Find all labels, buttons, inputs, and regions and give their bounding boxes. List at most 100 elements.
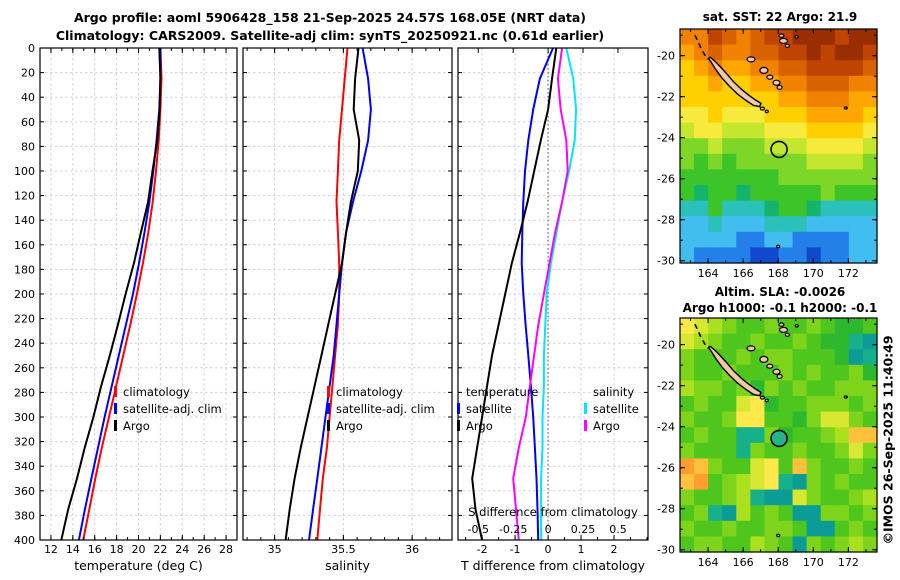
islet (778, 322, 785, 327)
islet (784, 332, 791, 337)
tick-label: 170 (803, 267, 824, 280)
legend-item-climatology: climatology (114, 383, 240, 400)
legend-label: satellite (466, 401, 512, 416)
tick-label: 28 (219, 543, 233, 556)
tick-label: 320 (14, 436, 35, 449)
legend-item-climatology: climatology (327, 383, 453, 400)
tick-label: 0.5 (609, 523, 627, 536)
tick-label: 40 (21, 91, 35, 104)
islet (776, 84, 783, 91)
legend-header-label: temperature (466, 384, 539, 399)
page-title-line2: Climatology: CARS2009. Satellite-adj cli… (55, 28, 605, 43)
tick-label: 16 (88, 543, 102, 556)
islet (794, 323, 799, 328)
tick-label: 2 (611, 543, 618, 556)
tick-label: 0 (545, 523, 552, 536)
islet (764, 398, 769, 403)
salinity-plot-legend: climatology satellite-adj. clim Argo (327, 383, 453, 434)
legend-item-satellite-t: satellite (457, 400, 583, 417)
argo-s-line-marker-icon (584, 420, 587, 431)
tick-label: -28 (657, 503, 675, 516)
difference-legend-salinity-column: salinity satellite Argo (584, 383, 648, 434)
islet (746, 345, 756, 352)
tick-label: 168 (768, 267, 789, 280)
legend-label: climatology (336, 384, 403, 399)
legend-label: Argo (123, 418, 150, 433)
new-caledonia-landmass (707, 345, 762, 397)
islet (843, 395, 848, 399)
argo-float-position-marker (770, 429, 788, 448)
sla-map-title-line2: Argo h1000: -0.1 h2000: -0.1 (682, 301, 878, 315)
legend-label: satellite-adj. clim (123, 401, 222, 416)
tick-label: -28 (657, 214, 675, 227)
legend-item-satellite-s: satellite (584, 400, 648, 417)
tick-label: 0 (28, 42, 35, 55)
tick-label: -0.25 (499, 523, 527, 536)
sla-map: 164 166 168 170 172 -20 -22 -24 -26 -28 -30 (657, 317, 878, 569)
tick-label: 172 (838, 267, 859, 280)
tick-label: 170 (803, 556, 824, 569)
islet (778, 33, 785, 38)
sst-map-grid (680, 29, 878, 264)
tick-label: 22 (153, 543, 167, 556)
tick-label: 0.25 (571, 523, 596, 536)
tick-label: 380 (14, 509, 35, 522)
tick-label: 300 (14, 411, 35, 424)
tick-label: -1 (510, 543, 521, 556)
tick-label: -30 (657, 544, 675, 557)
islet (766, 363, 774, 369)
argo-line-marker-icon (327, 420, 330, 431)
tick-label: 240 (14, 337, 35, 350)
temperature-axis-label: temperature (deg C) (74, 558, 203, 573)
islet (778, 37, 789, 45)
salinity-axis-label: salinity (325, 558, 370, 573)
s-difference-axis-label: S difference from climatology (468, 505, 638, 519)
curve-climatology (82, 47, 163, 541)
legend-item-argo-s: Argo (584, 417, 648, 434)
legend-label: Argo (593, 418, 620, 433)
tick-label: 400 (14, 534, 35, 547)
tick-label: 180 (14, 263, 35, 276)
coastline (694, 323, 709, 349)
islet (759, 395, 766, 400)
tick-label: 200 (14, 288, 35, 301)
tick-label: 140 (14, 214, 35, 227)
tick-label: -2 (477, 543, 488, 556)
coastline (694, 34, 709, 60)
salinity-profile-plot: 35 35.5 36 (242, 47, 453, 556)
imos-watermark: ©IMOS 26-Sep-2025 11:40:49 (880, 335, 896, 545)
islet (776, 533, 781, 538)
legend-item-satellite-clim: satellite-adj. clim (327, 400, 453, 417)
tick-label: 172 (838, 556, 859, 569)
tick-label: 160 (14, 239, 35, 252)
sst-map: 164 166 168 170 172 -20 -22 -24 -26 -28 -30 (657, 28, 878, 280)
tick-label: 20 (21, 67, 35, 80)
sst-map-title: sat. SST: 22 Argo: 21.9 (702, 10, 858, 24)
tick-label: -22 (657, 380, 675, 393)
curve-satellite-t-difference (520, 47, 554, 541)
satellite-t-line-marker-icon (457, 403, 460, 414)
islet (764, 109, 769, 114)
tick-label: 18 (110, 543, 124, 556)
islet (766, 74, 774, 80)
tick-label: 1 (578, 543, 585, 556)
tick-label: 14 (66, 543, 80, 556)
tick-label: 80 (21, 140, 35, 153)
temperature-plot-legend: climatology satellite-adj. clim Argo (114, 383, 240, 434)
t-difference-axis-label: T difference from climatology (460, 558, 646, 573)
curve-argo-t-difference (471, 47, 558, 541)
tick-label: 35.5 (331, 543, 356, 556)
curve-satellite-s-difference (540, 47, 578, 540)
islet (776, 373, 783, 379)
curve-argo (284, 47, 361, 541)
tick-label: 120 (14, 190, 35, 203)
tick-label: 164 (698, 556, 719, 569)
tick-label: 220 (14, 313, 35, 326)
climatology-line-marker-icon (114, 386, 117, 397)
legend-item-satellite-clim: satellite-adj. clim (114, 400, 240, 417)
islet (772, 368, 781, 375)
islet (759, 355, 769, 363)
islet (784, 43, 791, 49)
